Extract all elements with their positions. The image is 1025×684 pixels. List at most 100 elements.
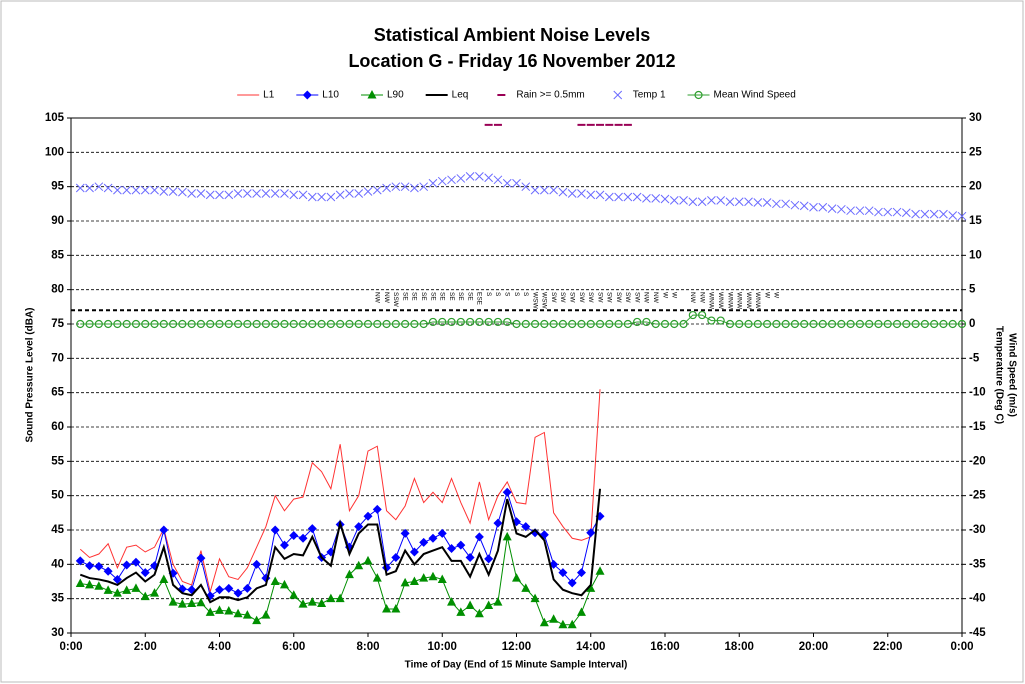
marker <box>846 206 855 216</box>
x-tick-label: 12:00 <box>502 641 531 653</box>
x-tick-label: 2:00 <box>134 641 157 653</box>
marker <box>474 532 484 542</box>
marker <box>865 319 874 329</box>
marker <box>354 522 364 532</box>
marker <box>307 524 317 534</box>
wind-direction-label: SW <box>606 292 613 303</box>
marker <box>586 319 595 329</box>
marker <box>502 531 512 541</box>
marker <box>892 319 902 329</box>
marker <box>790 319 800 329</box>
marker <box>428 533 438 543</box>
marker <box>781 199 791 209</box>
y-tick-label: 90 <box>51 215 64 227</box>
marker <box>539 617 549 627</box>
marker <box>734 197 744 207</box>
series-line <box>79 389 601 592</box>
y2-tick-label: -40 <box>969 593 986 605</box>
marker <box>567 619 577 629</box>
legend-marker <box>302 90 312 100</box>
marker <box>632 192 642 202</box>
marker <box>419 319 428 329</box>
marker <box>307 597 317 606</box>
marker <box>827 204 837 213</box>
marker <box>679 319 688 329</box>
x-tick-label: 20:00 <box>799 641 828 653</box>
legend-label: Rain >= 0.5mm <box>516 90 584 101</box>
marker <box>651 319 660 329</box>
marker <box>242 583 252 593</box>
marker <box>168 597 178 606</box>
y2-tick-label: 25 <box>969 146 982 158</box>
marker <box>558 319 568 329</box>
wind-direction-label: W <box>773 292 780 299</box>
marker <box>298 319 308 329</box>
marker <box>224 190 234 200</box>
marker <box>605 319 614 329</box>
marker <box>939 319 948 329</box>
wind-direction-label: WNW <box>745 292 752 310</box>
marker <box>930 319 939 329</box>
marker <box>419 573 429 582</box>
wind-direction-label: NW <box>689 292 696 304</box>
marker <box>521 583 531 592</box>
marker <box>391 182 401 192</box>
y2-axis-label: Wind Speed (m/s) <box>1006 333 1017 417</box>
marker <box>735 319 744 329</box>
marker <box>401 319 410 329</box>
marker <box>772 199 781 209</box>
y-tick-label: 95 <box>51 181 64 193</box>
marker <box>242 189 252 198</box>
marker <box>382 319 391 329</box>
wind-direction-label: NW <box>643 292 650 304</box>
marker <box>298 599 308 608</box>
marker <box>261 610 271 619</box>
marker <box>725 197 735 207</box>
marker <box>344 569 354 579</box>
marker <box>150 185 159 195</box>
x-tick-label: 0:00 <box>950 641 973 653</box>
marker <box>159 319 168 329</box>
chart-subtitle: Location G - Friday 16 November 2012 <box>348 51 675 71</box>
legend-item: Rain >= 0.5mm <box>497 90 585 101</box>
marker <box>595 319 605 329</box>
marker <box>697 197 707 207</box>
marker <box>372 185 382 195</box>
marker <box>493 518 503 528</box>
wind-direction-label: WSW <box>531 292 538 309</box>
marker <box>642 317 651 327</box>
marker <box>112 574 122 584</box>
marker <box>410 183 419 193</box>
marker <box>94 561 104 571</box>
marker <box>122 185 132 195</box>
marker <box>252 559 262 569</box>
marker <box>289 530 299 540</box>
y2-tick-label: -25 <box>969 490 986 502</box>
marker <box>530 593 540 603</box>
marker <box>827 319 837 329</box>
marker <box>428 317 438 327</box>
wind-direction-label: SSW <box>392 292 399 308</box>
marker <box>196 553 206 563</box>
x-tick-label: 8:00 <box>356 641 379 653</box>
marker <box>363 187 373 196</box>
wind-direction-label: NW <box>383 292 390 304</box>
y2-tick-label: 5 <box>969 284 976 296</box>
legend-marker <box>367 90 377 99</box>
marker <box>836 204 846 214</box>
marker <box>669 196 679 205</box>
marker <box>270 189 280 198</box>
marker <box>131 583 141 592</box>
marker <box>512 319 521 329</box>
marker <box>577 189 586 198</box>
legend-marker <box>613 90 623 100</box>
marker <box>484 173 494 183</box>
wind-direction-label: WNW <box>754 292 761 310</box>
marker <box>456 540 466 550</box>
marker <box>233 189 243 198</box>
marker <box>391 603 401 613</box>
marker <box>168 187 178 196</box>
marker <box>484 317 493 327</box>
marker <box>558 619 568 629</box>
marker <box>762 198 772 207</box>
